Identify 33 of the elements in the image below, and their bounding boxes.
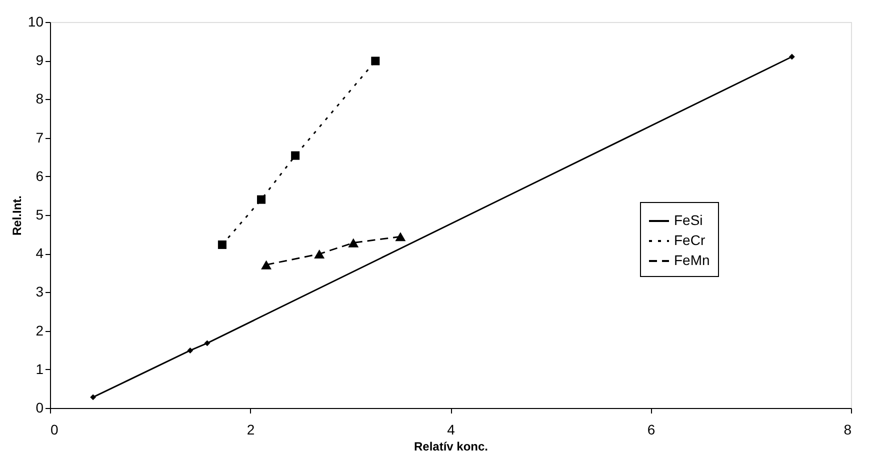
legend-label: FeCr <box>674 232 706 248</box>
y-tick-label: 1 <box>36 360 44 377</box>
y-tick-label: 7 <box>36 129 44 146</box>
x-tick-label: 4 <box>447 422 456 438</box>
point <box>314 249 325 259</box>
y-tick-label: 10 <box>28 14 44 30</box>
y-tick-label: 9 <box>36 52 44 68</box>
point <box>788 54 795 60</box>
point <box>204 340 210 346</box>
point <box>348 238 359 248</box>
y-tick-label: 8 <box>36 90 44 107</box>
y-tick-label: 0 <box>36 400 44 416</box>
y-tick-label: 5 <box>36 206 44 222</box>
x-tick-label: 6 <box>647 422 656 438</box>
x-axis-title: Relatív konc. <box>414 440 488 454</box>
point <box>187 348 194 354</box>
y-tick-label: 6 <box>36 168 44 184</box>
point <box>261 260 272 270</box>
point <box>218 240 226 249</box>
x-tick-label: 0 <box>50 422 58 438</box>
point <box>257 195 266 204</box>
x-tick-label: 2 <box>246 422 255 438</box>
legend-label: FeMn <box>674 252 710 268</box>
legend-label: FeSi <box>674 212 703 228</box>
point <box>395 232 406 242</box>
point <box>291 151 300 160</box>
x-tick-label: 8 <box>844 422 852 438</box>
y-axis-title: Rel.Int. <box>10 195 24 236</box>
y-tick-label: 2 <box>36 322 44 338</box>
point <box>371 56 380 66</box>
y-tick-label: 4 <box>36 245 44 262</box>
point <box>90 394 96 400</box>
y-tick-label: 3 <box>36 284 44 300</box>
